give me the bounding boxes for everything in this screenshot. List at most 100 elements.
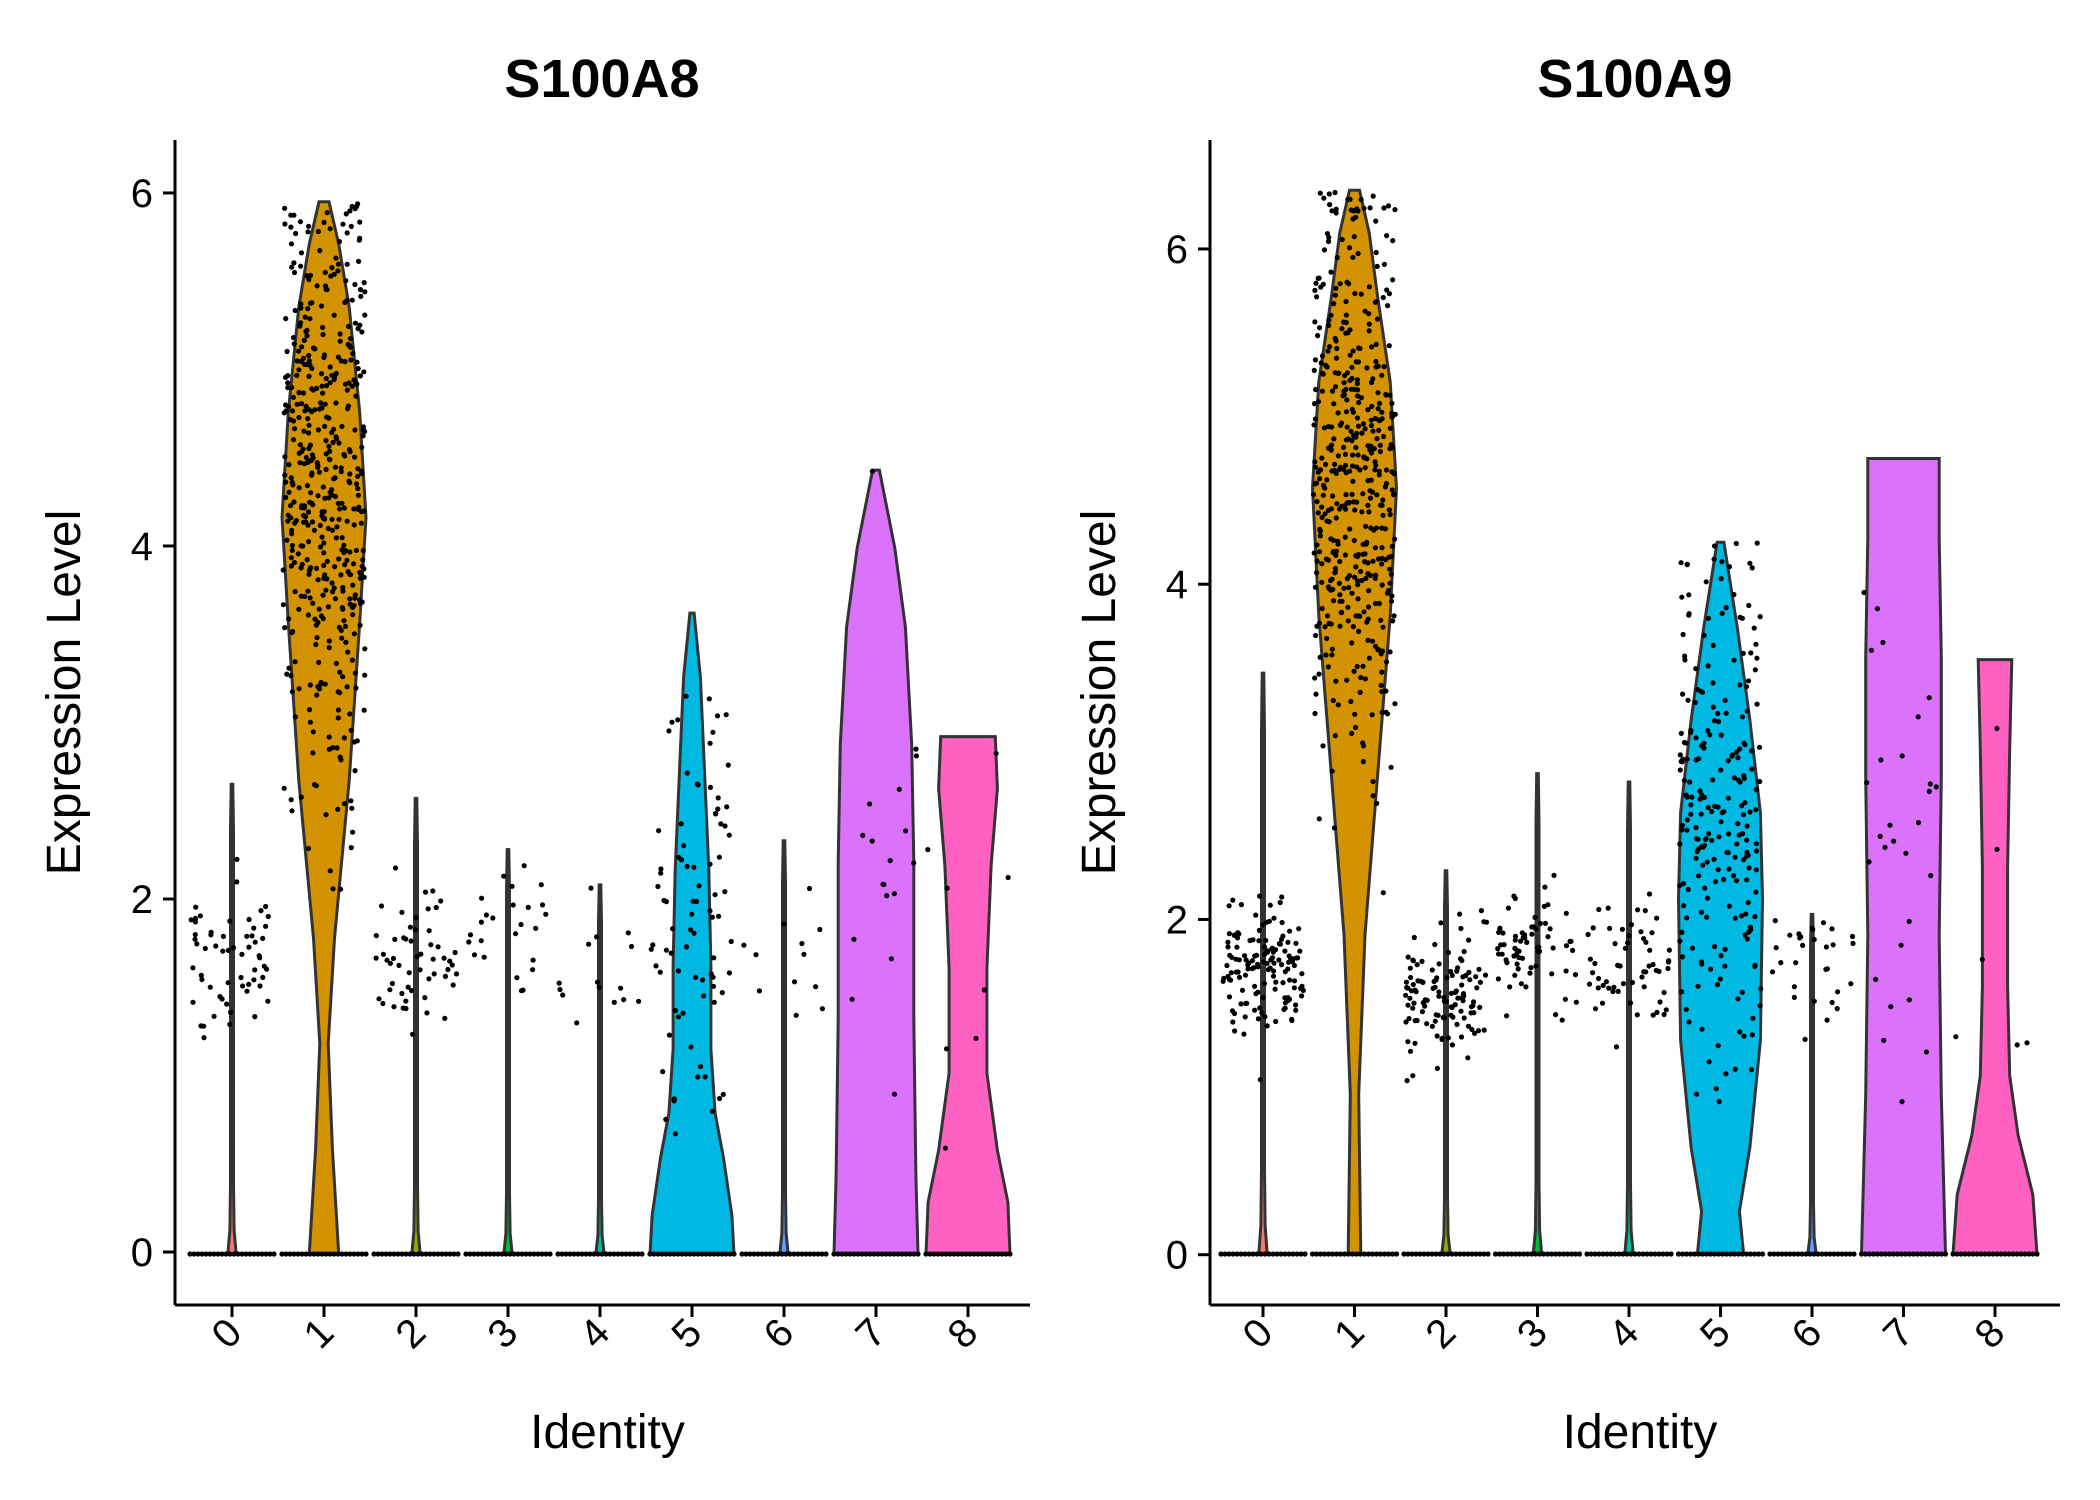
- zero-points-group-7: [831, 1251, 921, 1257]
- data-point: [1683, 740, 1689, 746]
- data-point: [1360, 421, 1366, 427]
- data-point: [1262, 1014, 1268, 1020]
- data-point: [1439, 1035, 1445, 1041]
- data-point: [307, 300, 313, 306]
- data-point: [329, 429, 335, 436]
- data-point: [301, 461, 307, 467]
- data-point: [318, 679, 324, 686]
- data-point: [336, 624, 342, 630]
- data-point: [1409, 1251, 1415, 1257]
- data-point: [533, 925, 539, 931]
- data-point: [316, 659, 322, 666]
- data-point: [1324, 518, 1330, 524]
- data-point: [340, 588, 346, 594]
- data-point: [1373, 218, 1379, 224]
- data-point: [1355, 250, 1361, 257]
- data-point: [1750, 1015, 1756, 1021]
- data-point: [289, 479, 295, 486]
- data-point: [1680, 691, 1686, 697]
- data-point: [663, 1251, 669, 1257]
- data-point: [1270, 973, 1277, 979]
- data-point: [684, 863, 690, 870]
- data-point: [1737, 1029, 1743, 1035]
- data-point: [320, 484, 326, 490]
- data-point: [428, 942, 434, 948]
- data-point: [596, 984, 602, 990]
- data-point: [306, 373, 312, 379]
- data-point: [1405, 985, 1411, 991]
- data-point: [359, 1251, 365, 1257]
- data-point: [289, 384, 295, 391]
- data-point: [356, 504, 362, 510]
- data-point: [1847, 1251, 1853, 1257]
- data-point: [353, 547, 359, 554]
- data-point: [307, 682, 313, 688]
- data-point: [1537, 920, 1543, 927]
- zero-points-group-4: [555, 1251, 645, 1257]
- data-point: [1325, 1251, 1332, 1257]
- data-point: [378, 903, 385, 909]
- data-point: [1699, 1026, 1705, 1032]
- data-point: [1350, 254, 1356, 260]
- data-point: [693, 898, 700, 905]
- data-point: [313, 622, 319, 628]
- data-point: [1820, 920, 1827, 926]
- data-point: [1562, 996, 1568, 1002]
- data-point: [1791, 984, 1797, 990]
- data-point: [1748, 1067, 1754, 1073]
- data-point: [1348, 428, 1354, 434]
- data-point: [430, 956, 436, 962]
- data-point: [1508, 1251, 1515, 1257]
- data-point: [1679, 929, 1685, 936]
- data-point: [318, 544, 324, 550]
- data-point: [320, 390, 326, 396]
- data-point: [1753, 641, 1759, 647]
- data-point: [530, 967, 536, 973]
- data-point: [1533, 963, 1539, 969]
- data-point: [1347, 526, 1353, 532]
- data-point: [1754, 655, 1760, 661]
- data-point: [993, 750, 999, 757]
- violin-group-4: [594, 883, 606, 1256]
- data-point: [357, 600, 363, 607]
- data-point: [1372, 467, 1378, 473]
- data-point: [1436, 961, 1442, 967]
- data-point: [1666, 958, 1672, 964]
- data-point: [1322, 511, 1328, 517]
- data-point: [499, 1251, 505, 1257]
- data-point: [669, 719, 675, 725]
- data-point: [387, 1251, 393, 1257]
- data-point: [327, 364, 333, 370]
- data-point: [1873, 976, 1879, 983]
- data-point: [1733, 878, 1740, 884]
- data-point: [431, 1251, 437, 1257]
- data-point: [1322, 461, 1329, 467]
- data-point: [1407, 965, 1413, 971]
- data-point: [1247, 937, 1253, 944]
- data-point: [1693, 1091, 1700, 1097]
- data-point: [756, 988, 763, 994]
- data-point: [975, 1251, 981, 1257]
- data-point: [423, 1251, 429, 1257]
- data-point: [939, 1251, 945, 1257]
- data-point: [405, 984, 411, 990]
- data-point: [376, 996, 382, 1002]
- data-point: [1639, 974, 1645, 980]
- data-point: [1496, 1251, 1503, 1257]
- data-point: [483, 1251, 489, 1257]
- data-point: [1773, 945, 1779, 951]
- zero-points-group-1: [1309, 1251, 1400, 1257]
- data-point: [1739, 1251, 1746, 1257]
- data-point: [1325, 584, 1332, 590]
- data-point: [323, 383, 330, 389]
- data-point: [1696, 873, 1702, 879]
- data-point: [559, 1251, 565, 1257]
- data-point: [1357, 467, 1363, 473]
- data-point: [1328, 312, 1334, 318]
- data-point: [295, 348, 302, 354]
- data-point: [1326, 317, 1332, 323]
- data-point: [1469, 1251, 1475, 1257]
- data-point: [317, 248, 323, 254]
- data-point: [323, 587, 329, 593]
- data-point: [471, 952, 478, 958]
